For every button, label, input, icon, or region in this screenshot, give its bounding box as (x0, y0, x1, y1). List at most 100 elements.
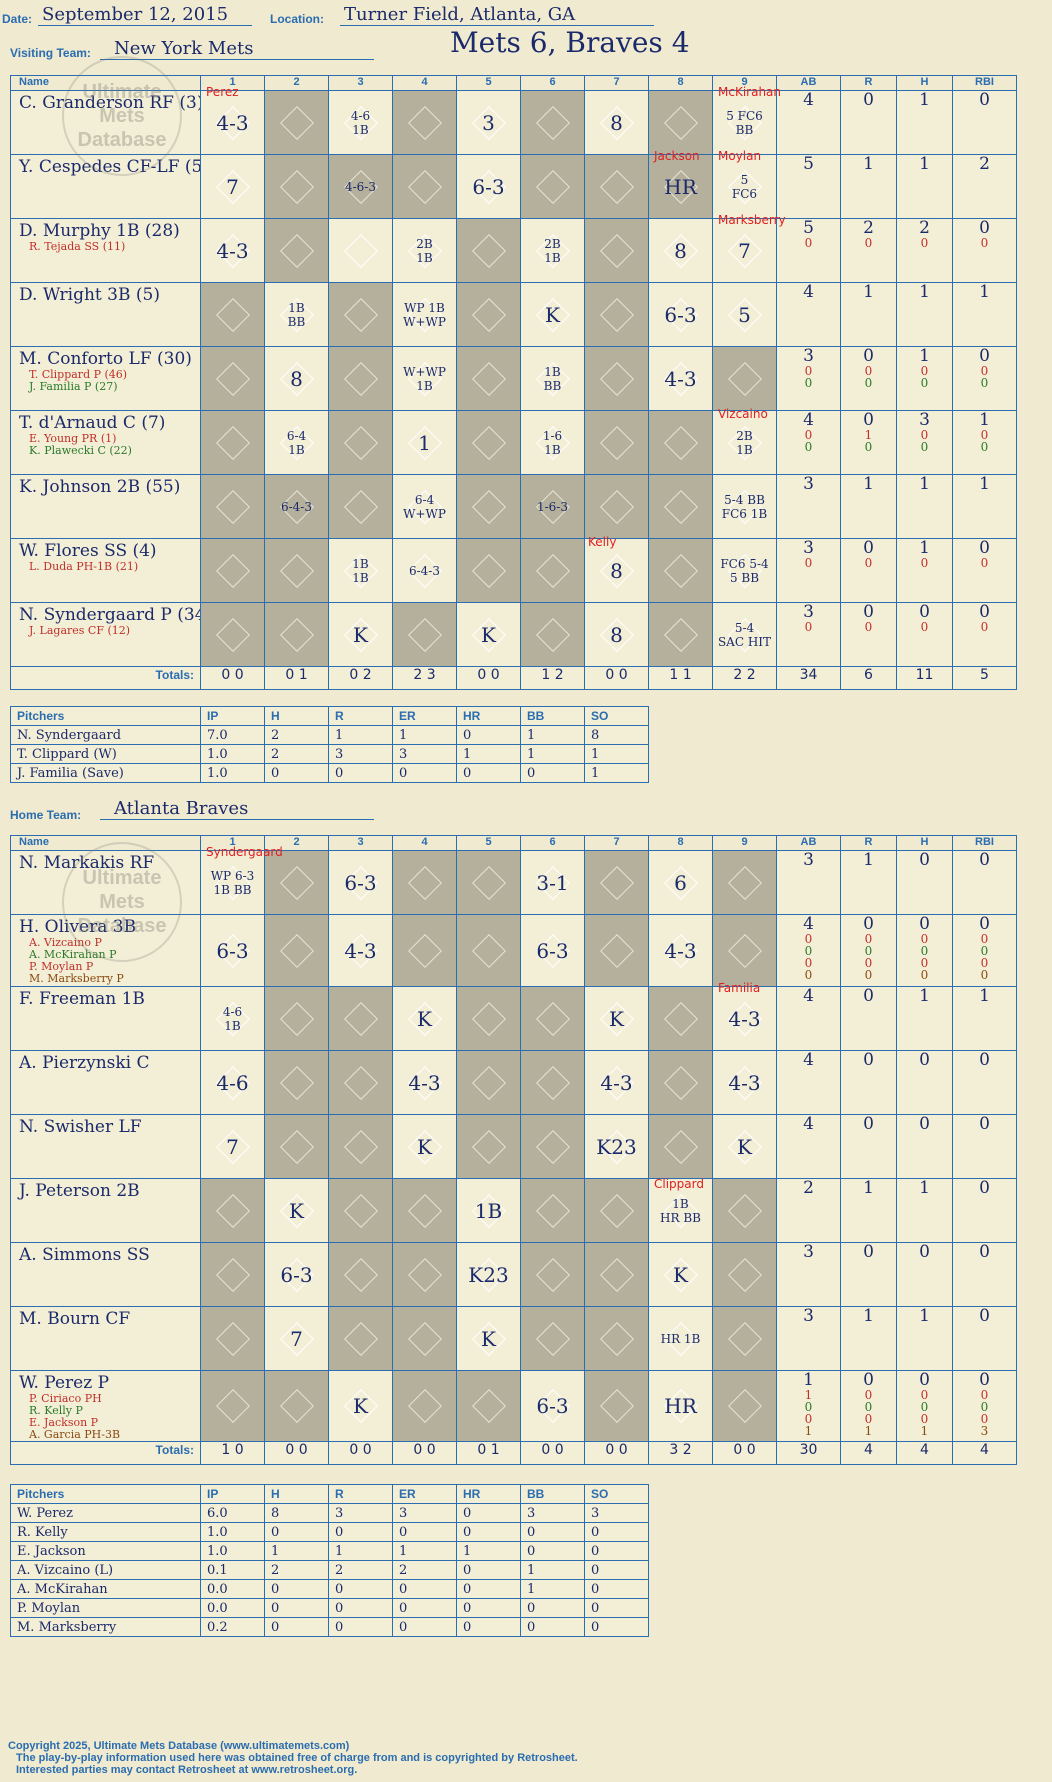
play-result: 4-3 (216, 238, 249, 263)
inning-cell: 6-3 (456, 154, 521, 219)
inning-total: 0 0 (328, 1441, 393, 1465)
inning-cell: K (456, 602, 521, 667)
game-date: September 12, 2015 (38, 4, 252, 26)
stat-value: 2 (803, 1178, 814, 1198)
inning-cell (200, 602, 265, 667)
pitcher-stat: 0 (584, 1579, 649, 1599)
play-result: 6-3 (344, 870, 377, 895)
stat-value: 0 (919, 602, 930, 622)
stat-value: 4 (803, 1050, 814, 1070)
play-result: W+WP 1B (403, 364, 446, 393)
stat-value: 0 (980, 1388, 989, 1402)
inning-cell: K23 (584, 1114, 649, 1179)
stat-value: 0 (864, 1388, 873, 1402)
stat-value: 1 (979, 282, 990, 302)
pitcher-stat: 0 (520, 1541, 585, 1561)
pitcher-stat: 3 (328, 1503, 393, 1523)
inning-cell: 4-6 1B (328, 90, 393, 155)
column-header: AB (776, 75, 841, 91)
pitcher-stat: 0 (456, 1560, 521, 1580)
inning-cell (712, 346, 777, 411)
inning-cell (200, 1306, 265, 1371)
stat-value: 1 (919, 1306, 930, 1326)
stat-value: 0 (863, 602, 874, 622)
batter-name-cell: M. Conforto LF (30) T. Clippard P (46) J. … (10, 346, 201, 411)
header-row: Name 1 2 3 4 5 6 7 8 9 AB R H RBI (10, 835, 1017, 851)
stat-value: 3 (803, 1306, 814, 1326)
inning-cell: 2B 1B (520, 218, 585, 283)
pitcher-stat: 0 (584, 1522, 649, 1542)
stat-cell: 0 (896, 850, 953, 915)
stat-value: 0 (979, 1306, 990, 1326)
play-result: K (609, 1006, 624, 1031)
inning-cell (520, 538, 585, 603)
stat-value: 0 (919, 1370, 930, 1390)
basepath-diamond (599, 1389, 634, 1423)
play-result: K (417, 1006, 432, 1031)
inning-cell (392, 602, 457, 667)
basepath-diamond (535, 1257, 570, 1292)
inning-cell (328, 1114, 393, 1179)
pitchers-column-header: SO (584, 1484, 649, 1504)
stat-value: 0 (919, 1050, 930, 1070)
stat-cell: 2 (952, 154, 1017, 219)
stat-cell: 1 (840, 474, 897, 539)
inning-cell (328, 410, 393, 475)
pitcher-stat: 3 (392, 1503, 457, 1523)
inning-total: 0 0 (392, 1441, 457, 1465)
inning-cell (328, 474, 393, 539)
batter-row: D. Murphy 1B (28) R. Tejada SS (11) 4-3 2B … (10, 218, 1017, 283)
stat-value: 0 (979, 1178, 990, 1198)
stat-value: 0 (980, 236, 989, 250)
inning-cell: K (712, 1114, 777, 1179)
inning-cell (264, 914, 329, 987)
basepath-diamond (343, 1257, 378, 1292)
stat-value: 3 (803, 346, 814, 366)
stat-value: 0 (979, 850, 990, 870)
stat-value: 0 (920, 236, 929, 250)
stat-value: 1 (863, 1178, 874, 1198)
basepath-diamond (407, 1193, 442, 1228)
basepath-diamond (599, 297, 634, 332)
inning-cell (392, 914, 457, 987)
inning-cell: 5-4 SAC HIT (712, 602, 777, 667)
pitcher-stat: 0 (456, 725, 521, 745)
stat-value: 3 (980, 1424, 989, 1438)
stat-value: 0 (804, 364, 813, 378)
pitcher-row: E. Jackson 1.0 1 1 1 1 0 0 (10, 1541, 649, 1561)
scorecard-table: Name 1 2 3 4 5 6 7 8 9 AB R H RBI C. Granderson RF (3)… (10, 75, 1017, 690)
pitcher-stat: 0 (328, 1579, 393, 1599)
pitchers-header-row: Pitchers IP H R ER HR BB SO (10, 1484, 649, 1504)
stat-value: 0 (920, 556, 929, 570)
pitcher-stat: 0 (328, 1598, 393, 1618)
stat-cell: 3 (776, 1306, 841, 1371)
play-result: 6-4-3 (280, 499, 312, 514)
pitcher-stat: 0 (456, 1617, 521, 1637)
basepath-diamond (343, 1193, 378, 1228)
stat-cell: 1 (840, 1306, 897, 1371)
stat-value: 1 (863, 474, 874, 494)
stat-value: 0 (920, 956, 929, 970)
inning-cell: 8 (264, 346, 329, 411)
play-result: FC6 5-4 5 BB (720, 556, 769, 585)
pitcher-name: A. Vizcaino (L) (10, 1560, 201, 1580)
inning-cell: 5 FC6 (712, 154, 777, 219)
pitcher-name: P. Moylan (10, 1598, 201, 1618)
inning-cell (200, 1242, 265, 1307)
substitution-note: Syndergaard (206, 845, 283, 859)
inning-cell: HR (648, 154, 713, 219)
basepath-diamond (663, 1129, 698, 1164)
inning-cell: 6-4 1B (264, 410, 329, 475)
date-label: Date: (2, 12, 33, 26)
stat-value: 0 (864, 376, 873, 390)
stat-value: 5 (803, 154, 814, 174)
basepath-diamond (535, 553, 570, 588)
stat-value: 1 (919, 154, 930, 174)
batter-name-cell: N. Syndergaard P (34) J. Lagares CF (12) (10, 602, 201, 667)
inning-cell (648, 410, 713, 475)
stat-cell: 2 (776, 1178, 841, 1243)
stat-value: 0 (979, 218, 990, 238)
